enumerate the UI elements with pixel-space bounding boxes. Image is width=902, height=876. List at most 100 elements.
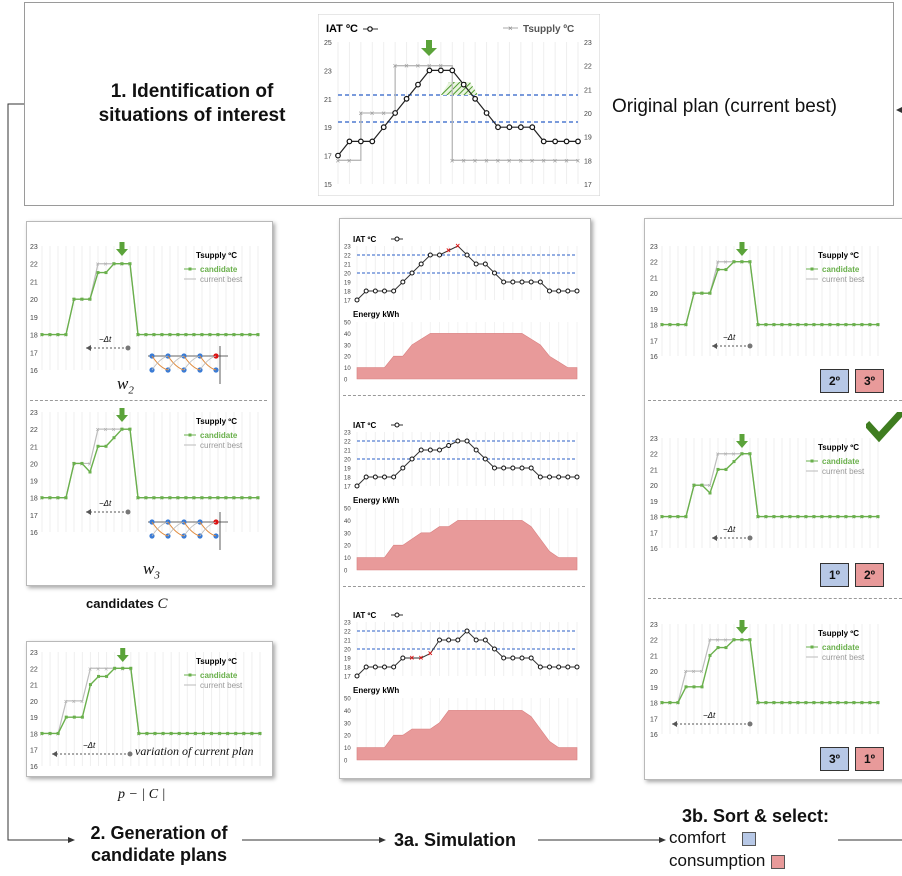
sorted-candidate-chart-3: 1617181920212223××××××××××××××××××××××××… bbox=[650, 616, 886, 748]
iat-point bbox=[446, 637, 452, 643]
y-tick-label: 17 bbox=[30, 513, 38, 520]
right-tick-label: 18 bbox=[584, 158, 592, 165]
tsupply-point: × bbox=[484, 156, 489, 165]
iat-label: IAT ºC bbox=[353, 235, 376, 244]
candidate-point bbox=[828, 515, 832, 519]
iat-point bbox=[483, 110, 490, 116]
y-tick-label: 21 bbox=[650, 275, 658, 282]
candidate-point bbox=[144, 496, 148, 500]
legend-tsupply: Tsupply ºC bbox=[818, 629, 859, 638]
iat-point bbox=[519, 465, 525, 471]
consumption-rank-2: 2º bbox=[855, 563, 884, 587]
current-best-point: × bbox=[256, 496, 260, 503]
current-best-point: × bbox=[225, 731, 229, 738]
candidate-point bbox=[708, 491, 712, 495]
candidate-point bbox=[796, 323, 800, 327]
y-tick-label: 19 bbox=[30, 715, 38, 722]
candidate-point bbox=[676, 323, 680, 327]
legend-candidate: candidate bbox=[822, 265, 860, 274]
y-tick-label: 20 bbox=[344, 272, 351, 278]
candidate-point bbox=[812, 323, 816, 327]
candidate-point bbox=[248, 333, 252, 337]
step2-label: 2. Generation of candidate plans bbox=[90, 823, 228, 865]
y-tick-label: 21 bbox=[650, 467, 658, 474]
candidate-point bbox=[732, 460, 736, 464]
tsupply-point: × bbox=[450, 156, 455, 165]
current-best-point: × bbox=[80, 699, 84, 706]
iat-point bbox=[354, 483, 360, 489]
current-best-point: × bbox=[168, 496, 172, 503]
candidate-point bbox=[716, 467, 720, 471]
current-best-point: × bbox=[209, 731, 213, 738]
candidate-point bbox=[788, 515, 792, 519]
y-tick-label: 19 bbox=[344, 467, 351, 473]
y-tick-label: 22 bbox=[30, 666, 38, 673]
iat-point bbox=[565, 288, 571, 294]
y-tick-label: 21 bbox=[344, 449, 351, 455]
y-tick-label: 23 bbox=[30, 410, 38, 417]
candidate-point bbox=[72, 297, 76, 301]
candidate-point bbox=[876, 515, 880, 519]
candidate-point bbox=[210, 731, 214, 735]
candidate-point bbox=[232, 333, 236, 337]
iat-point bbox=[575, 138, 581, 145]
current-best-point: × bbox=[232, 496, 236, 503]
candidate-point bbox=[828, 323, 832, 327]
tsupply-point: × bbox=[427, 62, 432, 71]
iat-point bbox=[510, 279, 516, 285]
y-tick-label: 21 bbox=[344, 639, 351, 645]
y-tick-label: 23 bbox=[344, 245, 351, 251]
lattice-edge bbox=[199, 521, 217, 537]
energy-area bbox=[356, 333, 578, 380]
y-tick-label: 18 bbox=[344, 476, 351, 482]
y-tick-label: 21 bbox=[30, 444, 38, 451]
candidate-point bbox=[153, 731, 157, 735]
candidate-point bbox=[724, 268, 728, 272]
sort-divider-2 bbox=[648, 598, 902, 599]
current-best-point: × bbox=[56, 496, 60, 503]
candidate-point bbox=[218, 731, 222, 735]
candidate-point bbox=[700, 483, 704, 487]
iat-point bbox=[510, 465, 516, 471]
candidate-point bbox=[820, 701, 824, 705]
candidate-line bbox=[42, 667, 260, 735]
lattice-edge bbox=[199, 355, 217, 371]
current-best-point: × bbox=[64, 699, 68, 706]
candidate-point bbox=[772, 701, 776, 705]
y-tick-label: 22 bbox=[30, 262, 38, 269]
iat-point bbox=[372, 474, 378, 480]
delta-t-dot bbox=[747, 721, 753, 727]
candidate-point bbox=[216, 496, 220, 500]
legend-current-best: current best bbox=[200, 681, 243, 690]
energy-area bbox=[356, 520, 578, 571]
candidate-point bbox=[256, 496, 260, 500]
iat-point bbox=[363, 664, 369, 670]
candidate-point bbox=[732, 260, 736, 264]
original-plan-chart: IAT ºC Tsupply ºC 25 23 21 19 17 15 23 22 21 20 19… bbox=[318, 14, 600, 196]
candidate-point bbox=[56, 333, 60, 337]
candidate-point bbox=[804, 323, 808, 327]
lattice-edge bbox=[151, 521, 169, 537]
candidate-point bbox=[121, 666, 125, 670]
iat-point bbox=[482, 261, 488, 267]
iat-point bbox=[464, 438, 470, 444]
current-best-point: × bbox=[716, 452, 720, 459]
iat-point bbox=[382, 664, 387, 670]
current-best-point: × bbox=[740, 452, 744, 459]
candidate-point bbox=[256, 333, 260, 337]
y-tick-label: 17 bbox=[344, 299, 351, 305]
iat-point bbox=[437, 67, 444, 74]
delta-t-label: −Δt bbox=[99, 499, 112, 508]
current-best-point: × bbox=[740, 638, 744, 645]
candidate-w3-chart: 16 17 18 19 20 21 22 23 × × × × × × × × × × × × × × × × × × × × × × × ×… bbox=[30, 404, 266, 576]
sorted-candidate-chart-2: 1617181920212223××××××××××××××××××××××××… bbox=[650, 430, 886, 562]
y-tick-label: 16 bbox=[30, 764, 38, 771]
iat-point bbox=[528, 279, 534, 285]
current-best-point: × bbox=[153, 731, 157, 738]
consumption-rank-3: 1º bbox=[855, 747, 884, 771]
tsupply-point: × bbox=[496, 156, 501, 165]
current-best-point: × bbox=[240, 496, 244, 503]
current-best-point: × bbox=[88, 666, 92, 673]
y-tick-label: 22 bbox=[650, 260, 658, 267]
iat-point bbox=[449, 67, 456, 74]
